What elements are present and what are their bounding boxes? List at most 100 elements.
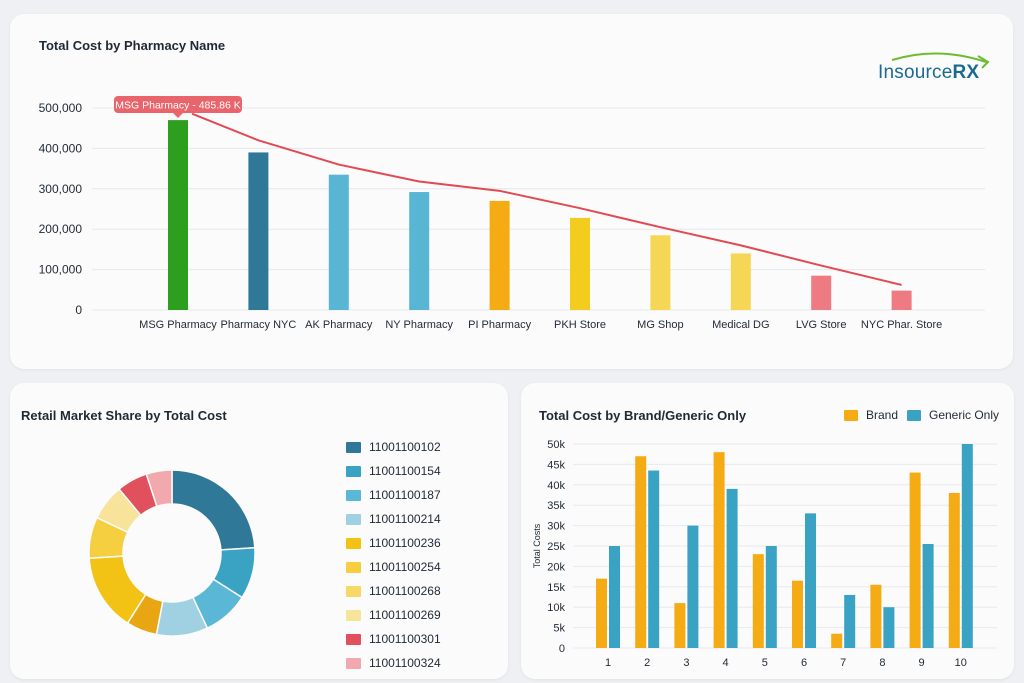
legend-label: 11001100254 [369,560,441,574]
x-tick-label: MSG Pharmacy [139,319,217,331]
bar-brand-1 [596,578,607,648]
x-tick-label: Medical DG [712,319,769,331]
donut-slice-1 [171,469,256,551]
pharmacy-chart-title: Total Cost by Pharmacy Name [39,38,226,53]
y-tick-label: 100,000 [39,263,83,277]
y-tick-label: 0 [559,643,565,655]
bar-generic-only-4 [726,488,738,648]
legend-item: 11001100268 [346,582,441,600]
brand-generic-title: Total Cost by Brand/Generic Only [539,408,747,423]
x-tick-label: 10 [955,657,967,669]
x-tick-label: 4 [723,657,729,669]
tooltip-pointer [173,113,183,118]
bar-brand-3 [674,603,686,648]
brand-generic-card: Total Cost by Brand/Generic Only Brand G… [521,383,1014,679]
x-tick-label: PKH Store [554,319,606,331]
x-tick-label: Pharmacy NYC [221,319,297,331]
legend-brand-swatch [844,409,858,421]
bar-ny-pharmacy [409,192,430,310]
tooltip-box [114,96,242,113]
bar-ak-pharmacy [328,174,349,310]
x-tick-label: LVG Store [796,319,847,331]
y-tick-label: 20k [547,561,565,573]
x-tick-label: 9 [919,657,925,669]
bar-msg-pharmacy [168,120,188,311]
insource-rx-logo: InsourceRX [878,50,998,86]
y-tick-label: 5k [553,623,565,635]
legend-swatch [346,489,361,501]
legend-label: 11001100214 [369,512,441,526]
y-tick-label: 0 [75,303,82,317]
legend-label: 11001100187 [369,488,441,502]
legend-label: 11001100154 [369,464,441,478]
legend-item: 11001100236 [346,534,441,552]
market-share-title: Retail Market Share by Total Cost [21,408,227,423]
x-tick-label: 5 [762,657,768,669]
x-tick-label: 8 [879,657,885,669]
legend-swatch [346,633,361,645]
legend-swatch [346,441,361,453]
legend-swatch [346,609,361,621]
legend-swatch [346,465,361,477]
legend-generic-label: Generic Only [929,408,1000,422]
market-share-donut-chart [88,469,256,637]
y-tick-label: 25k [547,541,565,553]
pharmacy-chart-card: Total Cost by Pharmacy Name InsourceRX 0… [10,14,1013,369]
legend-item: 11001100102 [346,438,441,456]
bar-pi-pharmacy [489,200,510,310]
bar-generic-only-7 [844,594,856,648]
trend-line [191,112,902,286]
bar-generic-only-9 [922,543,934,648]
legend-label: 11001100301 [369,632,441,646]
x-tick-label: NYC Phar. Store [861,319,942,331]
bar-generic-only-5 [765,546,777,648]
x-tick-label: 1 [605,657,611,669]
bar-brand-5 [752,554,764,648]
bar-generic-only-3 [687,525,699,648]
legend-item: 11001100301 [346,630,441,648]
legend-brand: Brand [844,408,898,422]
x-tick-label: 2 [644,657,650,669]
pharmacy-bar-chart: 0 100,000 200,000 300,000 400,000 500,000 MSG … [39,96,985,331]
legend-generic: Generic Only [907,408,999,422]
legend-item: 11001100254 [346,558,441,576]
bar-generic-only-1 [609,546,620,648]
legend-swatch [346,561,361,573]
x-tick-label: NY Pharmacy [385,319,453,331]
bar-generic-only-2 [648,470,660,648]
y-tick-label: 45k [547,459,565,471]
bar-nyc-phar-store [891,290,912,310]
legend-item: 11001100324 [346,654,441,672]
y-tick-label: 200,000 [39,222,83,236]
legend-item: 11001100154 [346,462,441,480]
legend-label: 11001100236 [369,536,441,550]
legend-label: 11001100324 [369,656,441,670]
legend-generic-swatch [907,409,921,421]
y-tick-label: 40k [547,480,565,492]
donut-slice-10 [145,469,173,508]
brand-generic-bar-chart: 0 5k 10k 15k 20k 25k 30k 35k 40k 45k 50k Total Cost… [532,439,997,669]
x-tick-label: 3 [683,657,689,669]
legend-swatch [346,537,361,549]
bar-brand-7 [831,633,843,648]
x-tick-label: AK Pharmacy [305,319,373,331]
bar-mg-shop [650,235,671,310]
bar-pkh-store [570,217,590,310]
y-tick-label: 50k [547,439,565,451]
y-tick-label: 400,000 [39,141,83,155]
y-tick-label: 30k [547,521,565,533]
legend-swatch [346,585,361,597]
legend-item: 11001100269 [346,606,441,624]
legend-item: 11001100214 [346,510,441,528]
legend-label: 11001100268 [369,584,441,598]
logo-text-main: Insource [878,62,953,83]
bar-generic-only-10 [961,444,973,648]
bar-brand-4 [713,452,725,648]
y-tick-label: 300,000 [39,182,83,196]
bar-medical-dg [730,253,751,310]
tooltip-text: MSG Pharmacy - 485.86 K [115,100,240,112]
x-tick-label: 7 [840,657,846,669]
bar-generic-only-8 [883,607,895,648]
y-tick-label: 10k [547,602,565,614]
bar-brand-10 [948,492,960,648]
